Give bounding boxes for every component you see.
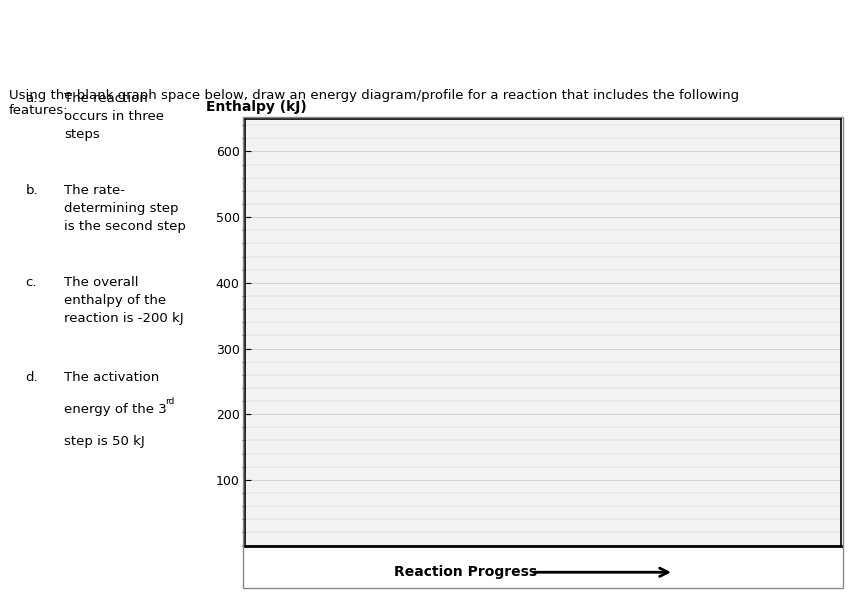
Text: The overall
enthalpy of the
reaction is -200 kJ: The overall enthalpy of the reaction is … [64,276,184,325]
Text: The rate-
determining step
is the second step: The rate- determining step is the second… [64,184,186,233]
Text: Enthalpy (kJ): Enthalpy (kJ) [206,100,306,114]
Text: energy of the 3: energy of the 3 [64,403,167,416]
Text: d.: d. [26,371,39,384]
Text: The reaction
occurs in three
steps: The reaction occurs in three steps [64,92,165,141]
Text: Using the blank graph space below, draw an energy diagram/profile for a reaction: Using the blank graph space below, draw … [9,89,739,117]
Text: rd: rd [166,397,175,406]
Text: b.: b. [26,184,39,197]
Text: The activation: The activation [64,371,160,384]
Text: a.: a. [26,92,38,105]
Text: step is 50 kJ: step is 50 kJ [64,435,145,448]
Text: Reaction Progress: Reaction Progress [394,565,537,579]
Text: c.: c. [26,276,37,289]
